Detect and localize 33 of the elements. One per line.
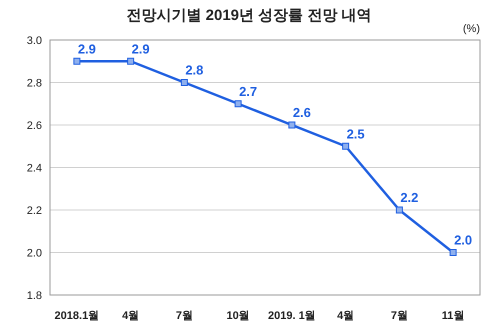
y-tick-label: 2.0 [26,248,42,260]
x-tick-label: 2019. 1월 [268,310,316,322]
y-tick-label: 1.8 [26,290,42,302]
point [73,58,80,65]
x-tick-label: 10월 [226,310,250,322]
y-tick-label: 2.4 [26,162,42,174]
point [450,249,457,256]
x-tick-label: 2018.1월 [54,310,100,322]
y-tick-label: 2.8 [26,78,42,90]
chart-title: 전망시기별 2019년 성장률 전망 내역 [126,7,372,24]
x-tick-label: 7월 [176,310,193,322]
x-tick-label: 7월 [390,310,408,322]
x-tick-label: 11월 [442,310,464,322]
point [127,58,134,65]
data-label: 2.8 [185,62,204,78]
data-label: 2.9 [132,41,150,56]
data-label: 2.2 [400,190,418,205]
point [234,100,242,108]
point [342,142,350,150]
point [396,206,403,214]
y-tick-label: 2.2 [26,205,42,217]
data-label: 2.9 [78,41,96,56]
point [180,79,188,86]
data-label: 2.7 [239,84,258,99]
y-axis-title: (%) [462,23,480,35]
point [288,122,296,128]
data-label: 2.6 [292,105,311,120]
data-label: 2.5 [346,126,365,142]
y-tick-label: 3.0 [26,35,42,47]
x-tick-label: 4월 [122,310,140,322]
data-label: 2.0 [454,232,472,248]
x-tick-label: 4월 [337,310,354,322]
y-tick-label: 2.6 [26,120,42,132]
